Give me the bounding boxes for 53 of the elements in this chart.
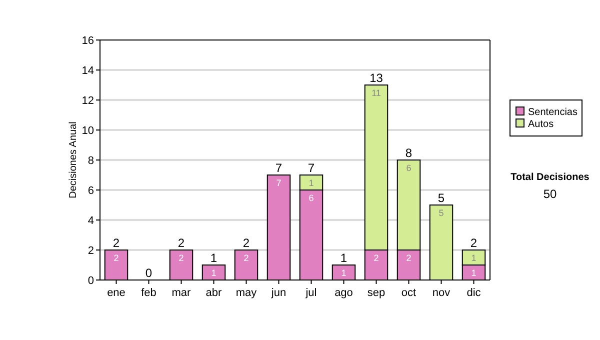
legend-label: Autos: [528, 119, 554, 130]
y-tick-label: 14: [82, 65, 94, 77]
data-label: 2: [114, 253, 119, 263]
text: Total Decisiones: [510, 172, 590, 183]
data-label: 2: [374, 253, 379, 263]
x-tick-label: sep: [367, 287, 386, 299]
data-label: 1: [471, 268, 476, 278]
y-tick-label: 0: [88, 275, 94, 287]
total-label: 8: [405, 146, 412, 160]
x-tick-label: oct: [401, 287, 416, 299]
total-label: 0: [145, 266, 152, 280]
y-tick-label: 8: [88, 155, 94, 167]
x-tick-label: dic: [466, 287, 482, 299]
total-label: 7: [275, 161, 282, 175]
x-tick-label: ago: [334, 287, 353, 299]
data-label: 5: [438, 208, 444, 218]
y-tick-label: 4: [88, 215, 94, 227]
total-label: 5: [438, 191, 445, 205]
data-label: 1: [471, 253, 476, 263]
data-label: 7: [276, 178, 282, 188]
total-label: 2: [470, 236, 478, 250]
data-label: 1: [211, 268, 216, 278]
data-label: 2: [178, 253, 184, 263]
total-label: 2: [112, 236, 120, 250]
x-tick-label: abr: [206, 287, 222, 299]
x-tick-label: mar: [172, 287, 192, 299]
total-label: 2: [178, 236, 185, 250]
text: 50: [543, 187, 557, 201]
data-label: 1: [308, 178, 314, 188]
y-tick-label: 16: [82, 35, 94, 47]
data-label: 1: [341, 268, 346, 278]
data-label: 6: [406, 163, 412, 173]
y-tick-label: 2: [88, 245, 94, 257]
y-tick-label: 6: [88, 185, 94, 197]
total-label: 7: [308, 161, 315, 175]
x-tick-label: feb: [141, 287, 156, 299]
x-tick-label: jun: [270, 287, 286, 299]
total-label: 1: [340, 251, 348, 265]
y-tick-label: 12: [82, 95, 94, 107]
data-label: 2: [244, 253, 249, 263]
data-label: 11: [372, 88, 381, 98]
data-label: 6: [308, 193, 314, 203]
x-tick-label: nov: [432, 287, 451, 299]
x-tick-label: ene: [107, 287, 126, 299]
x-tick-label: may: [236, 287, 258, 299]
total-label: 2: [242, 236, 250, 250]
total-label: 13: [370, 71, 384, 85]
y-axis-title: Decisiones Anual: [68, 122, 79, 198]
x-tick-label: jul: [304, 287, 317, 299]
y-tick-label: 10: [82, 125, 94, 137]
data-label: 2: [406, 253, 412, 263]
total-label: 1: [210, 251, 218, 265]
legend-label: Sentencias: [528, 107, 578, 118]
